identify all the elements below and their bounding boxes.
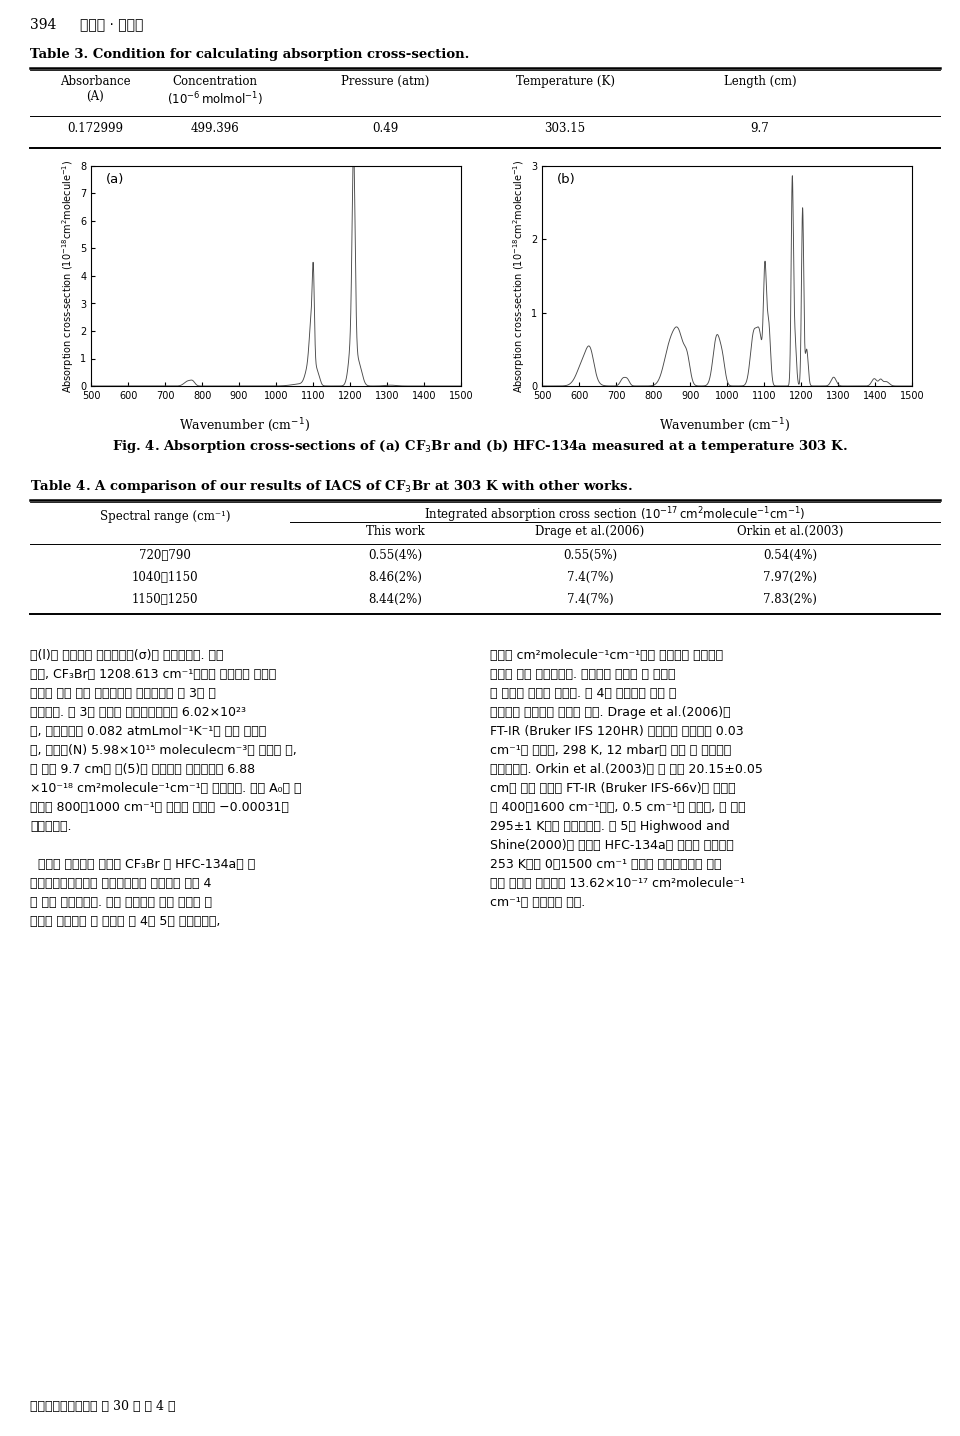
Text: 수스펙트럼으로부터 흥수단면적을 계산하여 그림 4: 수스펙트럼으로부터 흥수단면적을 계산하여 그림 4 xyxy=(30,877,211,890)
Text: cm⁻¹을 보고하고 있다.: cm⁻¹을 보고하고 있다. xyxy=(490,896,586,909)
Text: 흥광도 값에 대한 흥수단면적 산출과정을 표 3에 나: 흥광도 값에 대한 흥수단면적 산출과정을 표 3에 나 xyxy=(30,686,216,699)
Y-axis label: Absorption cross-section $(10^{-18}\mathrm{cm}^2\mathrm{molecule}^{-1})$: Absorption cross-section $(10^{-18}\math… xyxy=(512,159,527,393)
Text: 253 K에서 0～1500 cm⁻¹ 범위로 흥수단면적을 측정: 253 K에서 0～1500 cm⁻¹ 범위로 흥수단면적을 측정 xyxy=(490,857,722,872)
Text: Orkin et al.(2003): Orkin et al.(2003) xyxy=(737,526,843,538)
Text: (b): (b) xyxy=(557,172,576,185)
Text: 김지혜 · 이정순: 김지혜 · 이정순 xyxy=(80,19,143,32)
Text: Length (cm): Length (cm) xyxy=(724,75,796,88)
Text: 303.15: 303.15 xyxy=(544,122,586,135)
Text: 9.7: 9.7 xyxy=(751,122,769,135)
Text: Table 3. Condition for calculating absorption cross-section.: Table 3. Condition for calculating absor… xyxy=(30,47,469,60)
Text: 0.49: 0.49 xyxy=(372,122,398,135)
Text: Spectral range (cm⁻¹): Spectral range (cm⁻¹) xyxy=(100,510,230,523)
Text: Absorbance
(A): Absorbance (A) xyxy=(60,75,131,103)
Text: 다음은 실온에서 측정한 CF₃Br 및 HFC-134a의 흥: 다음은 실온에서 측정한 CF₃Br 및 HFC-134a의 흥 xyxy=(30,857,255,872)
Text: Shine(2000)은 순수한 HFC-134a의 증기로 사용하여: Shine(2000)은 순수한 HFC-134a의 증기로 사용하여 xyxy=(490,839,733,852)
Text: ×10⁻¹⁸ cm²molecule⁻¹cm⁻¹을 구하였다. 이때 A₀의 값: ×10⁻¹⁸ cm²molecule⁻¹cm⁻¹을 구하였다. 이때 A₀의 값 xyxy=(30,783,301,796)
Text: 7.97(2%): 7.97(2%) xyxy=(763,572,817,584)
Text: 타내었다. 표 3의 조건과 아보가드로수인 6.02×10²³: 타내었다. 표 3의 조건과 아보가드로수인 6.02×10²³ xyxy=(30,707,246,719)
Text: 8.44(2%): 8.44(2%) xyxy=(368,593,422,606)
Text: Drage et al.(2006): Drage et al.(2006) xyxy=(536,526,644,538)
Text: 와 같이 나타내었다. 또한 흥수도가 강한 영역을 중: 와 같이 나타내었다. 또한 흥수도가 강한 영역을 중 xyxy=(30,896,212,909)
Text: Concentration
$(10^{-6}\,\mathrm{molmol}^{-1})$: Concentration $(10^{-6}\,\mathrm{molmol}… xyxy=(167,75,263,108)
Text: FT-IR (Bruker IFS 120HR) 분광기를 사용하여 0.03: FT-IR (Bruker IFS 120HR) 분광기를 사용하여 0.03 xyxy=(490,725,744,738)
Text: 심으로 적분하여 그 결과를 표 4와 5에 나타내었고,: 심으로 적분하여 그 결과를 표 4와 5에 나타내었고, xyxy=(30,915,221,928)
Text: 1150～1250: 1150～1250 xyxy=(132,593,199,606)
Text: 이(l)를 적용하여 흥수단면적(σ)을 산출하였다. 예를: 이(l)를 적용하여 흥수단면적(σ)을 산출하였다. 예를 xyxy=(30,649,224,662)
Text: (a): (a) xyxy=(106,172,125,185)
Text: 720～790: 720～790 xyxy=(139,549,191,561)
Text: 들어, CF₃Br의 1208.613 cm⁻¹에서의 최대흥광 지점의: 들어, CF₃Br의 1208.613 cm⁻¹에서의 최대흥광 지점의 xyxy=(30,668,276,681)
Text: 셀 길이 9.7 cm를 식(5)에 대입하여 흥수단면적 6.88: 셀 길이 9.7 cm를 식(5)에 대입하여 흥수단면적 6.88 xyxy=(30,763,255,775)
Text: 394: 394 xyxy=(30,19,57,32)
Text: 0.55(5%): 0.55(5%) xyxy=(563,549,617,561)
Text: 험내용을 살펴보면 다음과 같다. Drage et al.(2006)은: 험내용을 살펴보면 다음과 같다. Drage et al.(2006)은 xyxy=(490,707,731,719)
Text: 측정하였다. Orkin et al.(2003)은 셀 길이 20.15±0.05: 측정하였다. Orkin et al.(2003)은 셀 길이 20.15±0.… xyxy=(490,763,763,775)
Text: Wavenumber (cm$^{-1}$): Wavenumber (cm$^{-1}$) xyxy=(180,416,310,434)
Text: 7.4(7%): 7.4(7%) xyxy=(566,593,613,606)
Text: 295±1 K에서 측정하였다. 표 5의 Highwood and: 295±1 K에서 측정하였다. 표 5의 Highwood and xyxy=(490,820,730,833)
Text: Pressure (atm): Pressure (atm) xyxy=(341,75,429,88)
Text: Fig. 4. Absorption cross-sections of (a) CF$_3$Br and (b) HFC-134a measured at a: Fig. 4. Absorption cross-sections of (a)… xyxy=(112,438,848,455)
Text: 개, 기체상수인 0.082 atmLmol⁻¹K⁻¹의 값을 대입하: 개, 기체상수인 0.082 atmLmol⁻¹K⁻¹의 값을 대입하 xyxy=(30,725,266,738)
Text: cm의 셀을 장착한 FT-IR (Bruker IFS-66v)를 사용하: cm의 셀을 장착한 FT-IR (Bruker IFS-66v)를 사용하 xyxy=(490,783,735,796)
Text: 1040～1150: 1040～1150 xyxy=(132,572,199,584)
Text: Table 4. A comparison of our results of IACS of CF$_3$Br at 303 K with other wor: Table 4. A comparison of our results of … xyxy=(30,478,633,495)
Text: Temperature (K): Temperature (K) xyxy=(516,75,614,88)
Text: 0.55(4%): 0.55(4%) xyxy=(368,549,422,561)
Text: 으로는 800～1000 cm⁻¹의 구간의 평균값 −0.00031을: 으로는 800～1000 cm⁻¹의 구간의 평균값 −0.00031을 xyxy=(30,801,289,814)
Text: 단위는 cm²molecule⁻¹cm⁻¹로써 표에서는 생략하여: 단위는 cm²molecule⁻¹cm⁻¹로써 표에서는 생략하여 xyxy=(490,649,723,662)
Text: 499.396: 499.396 xyxy=(191,122,239,135)
Text: 8.46(2%): 8.46(2%) xyxy=(368,572,422,584)
Text: 사용하였다.: 사용하였다. xyxy=(30,820,71,833)
Text: 한국대기환경학회지 제 30 권 제 4 호: 한국대기환경학회지 제 30 권 제 4 호 xyxy=(30,1400,176,1413)
Text: Integrated absorption cross section $(10^{-17}\,\mathrm{cm}^2\mathrm{molecule}^{: Integrated absorption cross section $(10… xyxy=(424,505,805,524)
Text: 서 보고한 불확도 값이다. 표 4의 결과값에 대한 실: 서 보고한 불확도 값이다. 표 4의 결과값에 대한 실 xyxy=(490,686,677,699)
Y-axis label: Absorption cross-section $(10^{-18}\mathrm{cm}^2\mathrm{molecule}^{-1})$: Absorption cross-section $(10^{-18}\math… xyxy=(60,159,76,393)
Text: 0.54(4%): 0.54(4%) xyxy=(763,549,817,561)
Text: 여, 수먀도(N) 5.98×10¹⁵ moleculecm⁻³을 산출한 뒤,: 여, 수먀도(N) 5.98×10¹⁵ moleculecm⁻³을 산출한 뒤, xyxy=(30,744,297,757)
Text: 0.172999: 0.172999 xyxy=(67,122,123,135)
Text: 여 400～1600 cm⁻¹에서, 0.5 cm⁻¹의 분해능, 셀 온도: 여 400～1600 cm⁻¹에서, 0.5 cm⁻¹의 분해능, 셀 온도 xyxy=(490,801,746,814)
Text: 지수만 간단 표기하였다. 괄호안의 숫자는 각 문헌에: 지수만 간단 표기하였다. 괄호안의 숫자는 각 문헌에 xyxy=(490,668,676,681)
Text: cm⁻¹의 분해능, 298 K, 12 mbar의 가스 셀 조건으로: cm⁻¹의 분해능, 298 K, 12 mbar의 가스 셀 조건으로 xyxy=(490,744,732,757)
Text: 하여 적분한 결과로써 13.62×10⁻¹⁷ cm²molecule⁻¹: 하여 적분한 결과로써 13.62×10⁻¹⁷ cm²molecule⁻¹ xyxy=(490,877,745,890)
Text: This work: This work xyxy=(366,526,424,538)
Text: 7.4(7%): 7.4(7%) xyxy=(566,572,613,584)
Text: Wavenumber (cm$^{-1}$): Wavenumber (cm$^{-1}$) xyxy=(660,416,790,434)
Text: 7.83(2%): 7.83(2%) xyxy=(763,593,817,606)
